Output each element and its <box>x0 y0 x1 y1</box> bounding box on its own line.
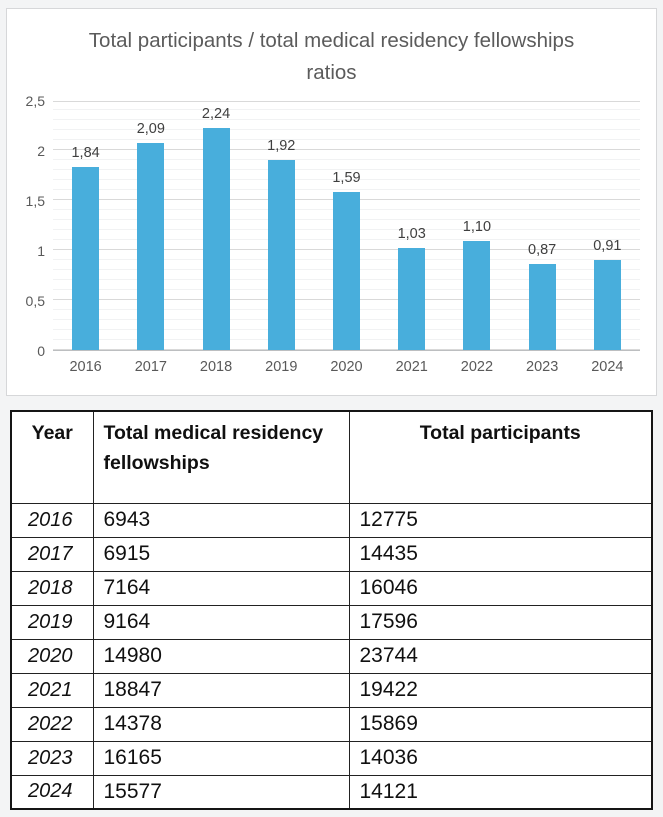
x-tick-label: 2019 <box>265 359 298 375</box>
bar-value-label: 2,24 <box>201 105 231 122</box>
year-cell: 2024 <box>10 774 94 810</box>
fellowships-cell: 14980 <box>92 638 350 674</box>
year-cell: 2021 <box>10 672 94 708</box>
bar-slot: 2,24 <box>183 102 248 350</box>
header-year: Year <box>10 410 94 504</box>
fellowships-cell: 9164 <box>92 604 350 640</box>
x-tick-label: 2021 <box>395 359 428 375</box>
participants-cell: 23744 <box>348 638 653 674</box>
x-tick-label: 2022 <box>460 359 494 375</box>
x-axis-labels: 2016 2017 2018 2019 2020 2021 2022 2023 2024 <box>53 351 640 375</box>
x-tick-label: 2024 <box>591 359 624 375</box>
x-tick-label: 2018 <box>199 359 233 375</box>
bar-2024 <box>593 259 621 350</box>
participants-cell: 17596 <box>348 604 653 640</box>
bar-2016 <box>72 167 100 350</box>
bar-value-label: 1,92 <box>267 137 296 154</box>
bar-2017 <box>137 142 165 350</box>
participants-cell: 14036 <box>348 740 653 776</box>
participants-cell: 14121 <box>348 774 653 810</box>
fellowships-cell: 7164 <box>92 570 350 606</box>
table-row: 2022 14378 15869 <box>10 706 653 742</box>
bar-slot: 0,87 <box>510 102 575 350</box>
table-header-row: Year Total medical residency fellowships T… <box>10 410 653 504</box>
plot-row: 0 0,5 1 1,5 2 2,5 1,84 2,09 2,24 1,92 1,59 1,03 1,1… <box>17 94 640 358</box>
y-tick-label: 2 <box>37 143 45 159</box>
year-cell: 2022 <box>10 706 94 742</box>
bar-value-label: 1,84 <box>71 145 100 162</box>
participants-cell: 16046 <box>348 570 653 606</box>
bar-value-label: 0,87 <box>528 241 557 258</box>
fellowships-cell: 15577 <box>92 774 350 810</box>
bar-2019 <box>267 159 295 350</box>
bar-2022 <box>463 240 491 350</box>
table-row: 2021 18847 19422 <box>10 672 653 708</box>
table-row: 2016 6943 12775 <box>10 502 653 538</box>
bar-value-label: 1,03 <box>397 225 426 242</box>
fellowships-cell: 6915 <box>92 536 350 572</box>
bar-slot: 1,03 <box>379 102 444 350</box>
year-cell: 2017 <box>10 536 94 572</box>
bar-slot: 2,09 <box>118 102 183 350</box>
bar-value-label: 1,59 <box>332 170 361 187</box>
bar-slot: 1,10 <box>444 102 509 350</box>
plot-area: 1,84 2,09 2,24 1,92 1,59 1,03 1,10 0,87 0,91 <box>53 101 640 351</box>
table-body: 2016 6943 12775 2017 6915 14435 2018 7164 16046 2… <box>10 502 653 810</box>
y-tick-label: 0,5 <box>25 293 45 309</box>
x-tick-label: 2023 <box>526 359 559 375</box>
bar-2018 <box>202 127 230 350</box>
bar-value-label: 2,09 <box>136 120 165 137</box>
year-cell: 2020 <box>10 638 94 674</box>
x-tick-label: 2017 <box>134 359 167 375</box>
x-tick-label: 2016 <box>69 359 102 375</box>
participants-cell: 19422 <box>348 672 653 708</box>
table-row: 2020 14980 23744 <box>10 638 653 674</box>
year-cell: 2019 <box>10 604 94 640</box>
bar-slot: 1,92 <box>249 102 314 350</box>
bar-slot: 0,91 <box>575 102 640 350</box>
y-tick-label: 2,5 <box>25 93 45 109</box>
year-cell: 2016 <box>10 502 94 538</box>
table-row: 2017 6915 14435 <box>10 536 653 572</box>
bars: 1,84 2,09 2,24 1,92 1,59 1,03 1,10 0,87 0,91 <box>53 102 640 350</box>
bar-slot: 1,84 <box>53 102 118 350</box>
chart-card: Total participants / total medical resid… <box>6 8 657 396</box>
table-row: 2018 7164 16046 <box>10 570 653 606</box>
chart-area: 0 0,5 1 1,5 2 2,5 1,84 2,09 2,24 1,92 1,59 1,03 1,1… <box>17 94 640 375</box>
y-axis-labels: 0 0,5 1 1,5 2 2,5 <box>17 94 53 358</box>
chart-title: Total participants / total medical resid… <box>88 29 575 84</box>
table-header: Year Total medical residency fellowships T… <box>10 410 653 504</box>
year-cell: 2023 <box>10 740 94 776</box>
y-tick-label: 1,5 <box>25 193 45 209</box>
bar-2020 <box>332 192 360 350</box>
y-tick-label: 0 <box>37 343 45 359</box>
participants-cell: 14435 <box>348 536 653 572</box>
bar-slot: 1,59 <box>314 102 379 350</box>
participants-cell: 15869 <box>348 706 653 742</box>
fellowships-cell: 18847 <box>92 672 350 708</box>
bar-2021 <box>398 247 426 350</box>
table-row: 2019 9164 17596 <box>10 604 653 640</box>
header-fellowships: Total medical residency fellowships <box>92 410 350 504</box>
fellowships-cell: 6943 <box>92 502 350 538</box>
table-row: 2023 16165 14036 <box>10 740 653 776</box>
bar-2023 <box>528 263 556 350</box>
fellowships-cell: 16165 <box>92 740 350 776</box>
table-row: 2024 15577 14121 <box>10 774 653 810</box>
y-tick-label: 1 <box>37 243 45 259</box>
participants-cell: 12775 <box>348 502 653 538</box>
year-cell: 2018 <box>10 570 94 606</box>
header-participants: Total participants <box>348 410 653 504</box>
bar-value-label: 0,91 <box>593 237 622 254</box>
fellowships-cell: 14378 <box>92 706 350 742</box>
data-table: Year Total medical residency fellowships T… <box>10 410 653 810</box>
bar-value-label: 1,10 <box>462 218 492 235</box>
x-tick-label: 2020 <box>330 359 363 375</box>
